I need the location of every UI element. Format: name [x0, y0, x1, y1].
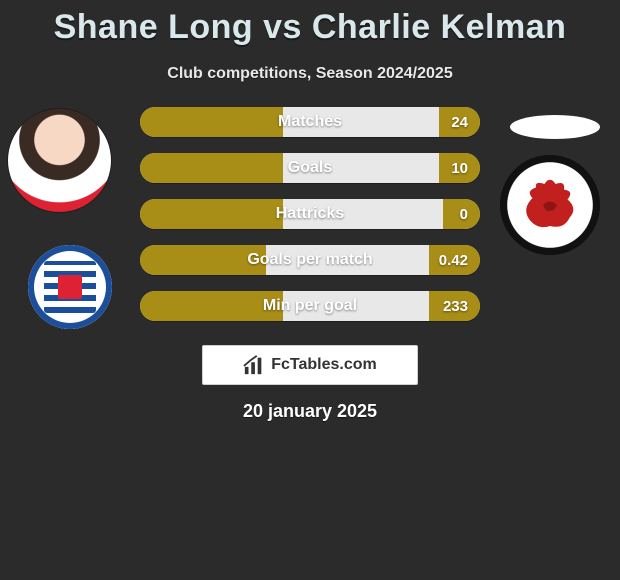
- stat-value-right: 0.42: [439, 245, 468, 275]
- club-badge-left-inner: [44, 261, 96, 313]
- club-badge-right: [500, 155, 600, 255]
- stat-bars: Matches24 Goals10 Hattricks0 Goals per matc…: [140, 107, 480, 337]
- stat-row: Goals per match0.42: [140, 245, 480, 275]
- stat-label: Min per goal: [140, 291, 480, 321]
- bar-chart-icon: [243, 354, 265, 376]
- brand-box: FcTables.com: [202, 345, 418, 385]
- stat-row: Goals10: [140, 153, 480, 183]
- stat-label: Goals: [140, 153, 480, 183]
- stat-row: Matches24: [140, 107, 480, 137]
- club-badge-left: [28, 245, 112, 329]
- stat-label: Matches: [140, 107, 480, 137]
- stat-label: Goals per match: [140, 245, 480, 275]
- stat-value-right: 0: [460, 199, 468, 229]
- date-text: 20 january 2025: [0, 401, 620, 422]
- stat-row: Min per goal233: [140, 291, 480, 321]
- stat-value-right: 24: [451, 107, 468, 137]
- stat-value-right: 10: [451, 153, 468, 183]
- stat-row: Hattricks0: [140, 199, 480, 229]
- stat-label: Hattricks: [140, 199, 480, 229]
- dragon-icon: [515, 170, 585, 240]
- player-left-photo: [8, 109, 111, 212]
- brand-text: FcTables.com: [271, 356, 377, 374]
- subtitle: Club competitions, Season 2024/2025: [0, 65, 620, 83]
- comparison-stage: Matches24 Goals10 Hattricks0 Goals per matc…: [0, 107, 620, 337]
- player-right-photo: [510, 115, 600, 139]
- stat-value-right: 233: [443, 291, 468, 321]
- page-title: Shane Long vs Charlie Kelman: [0, 0, 620, 47]
